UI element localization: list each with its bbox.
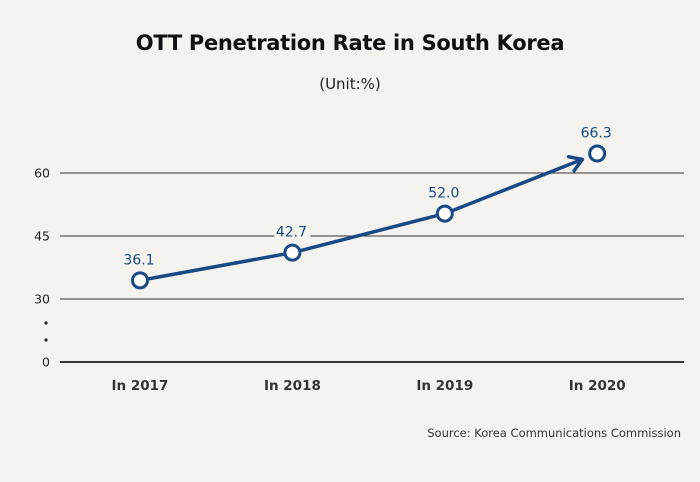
x-tick-label: In 2018	[264, 378, 321, 394]
y-tick-label: 0	[42, 355, 50, 370]
data-label-bg	[274, 223, 311, 241]
data-point	[283, 243, 302, 262]
y-tick-label: 60	[34, 166, 50, 181]
data-label-bg	[426, 184, 463, 202]
y-tick-label: 30	[34, 292, 50, 307]
data-point	[588, 144, 607, 163]
source-note: Source: Korea Communications Commission	[427, 426, 681, 440]
series-line-segment	[443, 157, 585, 216]
x-tick-label: In 2017	[112, 378, 169, 394]
series-line-segment	[290, 211, 447, 255]
y-tick-label: 45	[34, 229, 50, 244]
chart-title: OTT Penetration Rate in South Korea	[135, 31, 565, 55]
x-tick-label: In 2019	[416, 378, 473, 394]
axis-break-dot	[44, 338, 48, 342]
x-tick-label: In 2020	[569, 378, 626, 394]
data-label: 42.7	[276, 225, 307, 241]
chart-subtitle: (Unit:%)	[319, 75, 381, 93]
axis-break-dot	[44, 321, 48, 325]
data-label: 66.3	[581, 126, 612, 142]
data-label-bg	[122, 251, 158, 269]
data-label-bg	[579, 124, 616, 142]
data-label: 36.1	[123, 252, 154, 268]
data-point	[435, 204, 454, 223]
data-label: 52.0	[428, 186, 459, 202]
data-point	[131, 271, 149, 290]
series-line-segment	[138, 250, 295, 283]
